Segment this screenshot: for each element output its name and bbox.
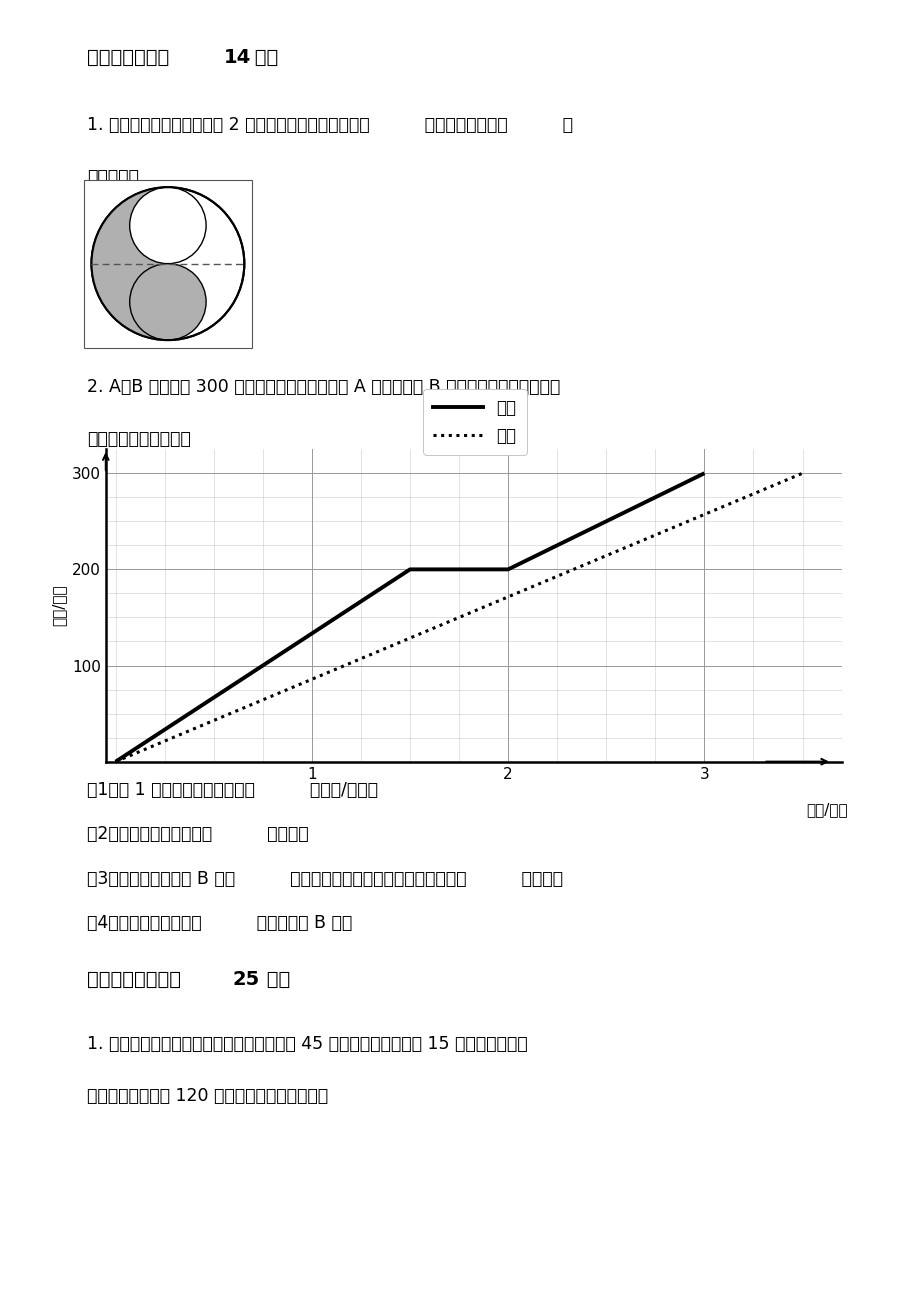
Circle shape — [130, 263, 206, 340]
Legend: 轿车, 货车: 轿车, 货车 — [423, 389, 526, 454]
Circle shape — [130, 187, 206, 263]
Text: 2. A、B 两城相距 300 千米，轿车和货车同时从 A 城出发开往 B 城，根据两车行驶的情况: 2. A、B 两城相距 300 千米，轿车和货车同时从 A 城出发开往 B 城，… — [87, 378, 560, 396]
Y-axis label: 路程/千米: 路程/千米 — [51, 585, 66, 626]
Text: 分）: 分） — [248, 48, 278, 68]
Text: 1. 师徒两人同时制作零件，师傅每小时制作 45 个，徒弟每小时制作 15 个，经过几小时: 1. 师徒两人同时制作零件，师傅每小时制作 45 个，徒弟每小时制作 15 个，… — [87, 1035, 528, 1053]
Text: 14: 14 — [223, 48, 251, 68]
Text: 平方厘米。: 平方厘米。 — [87, 168, 139, 186]
Text: （4）轿车比货车提前（          ）小时到达 B 城。: （4）轿车比货车提前（ ）小时到达 B 城。 — [87, 914, 352, 932]
Polygon shape — [91, 187, 168, 340]
Text: （3）轿车和货车在离 B 城（          ）千米处相遇，相遇时两车已经行了（          ）千米。: （3）轿车和货车在离 B 城（ ）千米处相遇，相遇时两车已经行了（ ）千米。 — [87, 870, 562, 888]
Text: 时间/小时: 时间/小时 — [806, 802, 847, 818]
Text: 四、解决问题。（: 四、解决问题。（ — [87, 970, 181, 990]
Text: （2）轿车在中途休息了（          ）分钟。: （2）轿车在中途休息了（ ）分钟。 — [87, 825, 309, 844]
Text: （1）第 1 小时内货车的速度是（          ）千米/小时。: （1）第 1 小时内货车的速度是（ ）千米/小时。 — [87, 781, 378, 799]
Text: 四、图形题。（: 四、图形题。（ — [87, 48, 169, 68]
Circle shape — [91, 187, 244, 340]
Text: 1. 如下图，已知圆的半径是 2 厘米，阴影部分的周长是（          ）厘米，面积是（          ）: 1. 如下图，已知圆的半径是 2 厘米，阴影部分的周长是（ ）厘米，面积是（ ） — [87, 116, 573, 134]
Text: 25: 25 — [233, 970, 260, 990]
Text: 制成了下面的统计图。: 制成了下面的统计图。 — [87, 430, 191, 448]
Text: 分）: 分） — [260, 970, 290, 990]
Text: 师傅比徒弟多制作 120 个零件？（列方程解答）: 师傅比徒弟多制作 120 个零件？（列方程解答） — [87, 1087, 328, 1105]
